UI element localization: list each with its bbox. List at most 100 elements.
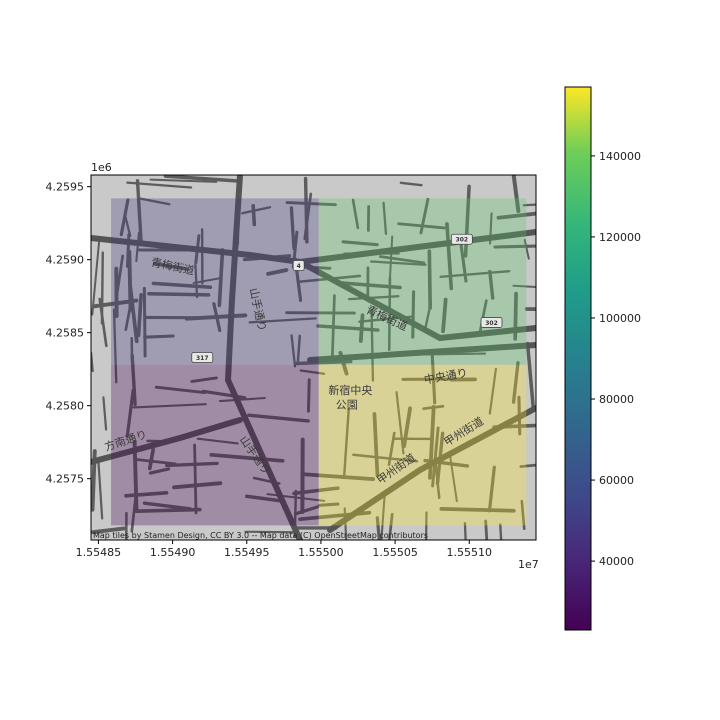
y-axis: 4.2575 4.2580 4.2585 4.2590 4.2595 [46,181,91,486]
road-label: 公園 [336,399,358,412]
route-shield: 317 [191,352,214,363]
route-shield-label: 317 [196,355,209,362]
street-segment [244,530,299,534]
street-segment [190,376,218,383]
street-segment [380,491,386,540]
street-segment [317,502,340,507]
street-segment [520,499,526,531]
street-segment [135,231,140,263]
street-segment [289,206,296,251]
y-tick-label: 4.2585 [46,327,85,340]
street-segment [488,269,495,300]
colorbar-tick-label: 100000 [599,312,641,325]
street-segment [411,290,416,339]
colorbar-gradient [564,86,592,631]
street-segment [301,472,375,482]
street-segment [91,526,127,535]
route-shield: 302 [480,317,503,328]
street-segment [511,175,521,213]
major-road [91,229,536,266]
street-segment [163,175,240,183]
street-segment [445,222,454,291]
street-segment [154,385,206,395]
street-segment [382,201,388,236]
street-segment [212,302,222,333]
street-segment [290,334,297,368]
x-tick-label: 1.55505 [372,546,418,559]
street-segment [299,369,326,375]
grid-cell [318,364,527,526]
street-segment [147,447,156,471]
street-segment [142,286,147,358]
street-segment [522,203,536,207]
street-segment [306,378,311,413]
street-segment [293,505,320,516]
street-segment [149,178,218,183]
route-shields: 302 302 4 317 [191,233,503,363]
route-shield: 4 [292,260,305,271]
grid-cell [111,364,319,526]
street-segment [147,292,211,297]
street-segment [143,334,175,339]
street-segment [194,263,199,299]
grid-cells [111,198,527,526]
colorbar-tick-label: 60000 [599,474,634,487]
x-tick-label: 1.55490 [150,546,196,559]
street-segment [136,292,143,338]
x-tick-label: 1.55495 [224,546,270,559]
street-segment [370,260,427,266]
street-segment [130,353,137,407]
colorbar-tick-label: 40000 [599,555,634,568]
major-road [297,259,536,342]
street-segment [97,460,104,520]
street-segment [193,443,198,515]
map-frame [90,174,537,541]
street-segment [125,388,135,438]
street-segment [248,317,317,324]
street-segment [124,490,169,498]
street-segment [496,211,536,220]
street-segment [98,297,108,348]
street-segment [251,204,257,227]
street-segment [91,240,101,316]
street-segment [102,396,108,431]
street-segment [511,361,520,404]
y-tick-label: 4.2595 [46,181,85,194]
y-tick-label: 4.2575 [46,473,85,486]
major-road [307,342,536,363]
colorbar-tick-label: 80000 [599,393,634,406]
street-segment [493,244,536,249]
street-segment [134,507,202,514]
x-tick-label: 1.55510 [447,546,493,559]
street-segment [427,249,432,310]
street-segment [378,255,426,265]
street-segment [293,359,353,366]
major-road [224,175,303,540]
route-shield: 302 [450,233,473,245]
street-segment [370,309,375,382]
street-segment [136,196,171,206]
street-segment [388,235,394,285]
street-segment [130,492,138,533]
route-shield-label: 4 [297,263,301,270]
street-segment [431,426,440,488]
street-segment [499,523,503,540]
street-segment [124,302,133,331]
street-segment [153,262,189,271]
street-segment [487,465,496,513]
street-segment [372,412,380,478]
colorbar: 40000 60000 80000 100000 120000 140000 [564,86,641,631]
street-segment [395,391,405,455]
street-segment [135,179,143,243]
street-segment [342,408,350,480]
street-segment [133,457,177,466]
route-shield-label: 302 [485,320,498,327]
street-segment [196,437,239,445]
street-segment [525,341,536,411]
street-segment [488,367,498,415]
x-axis: 1.55485 1.55490 1.55495 1.55500 1.55505 1.555… [76,540,492,559]
street-segment [449,454,458,503]
street-segment [439,507,516,513]
